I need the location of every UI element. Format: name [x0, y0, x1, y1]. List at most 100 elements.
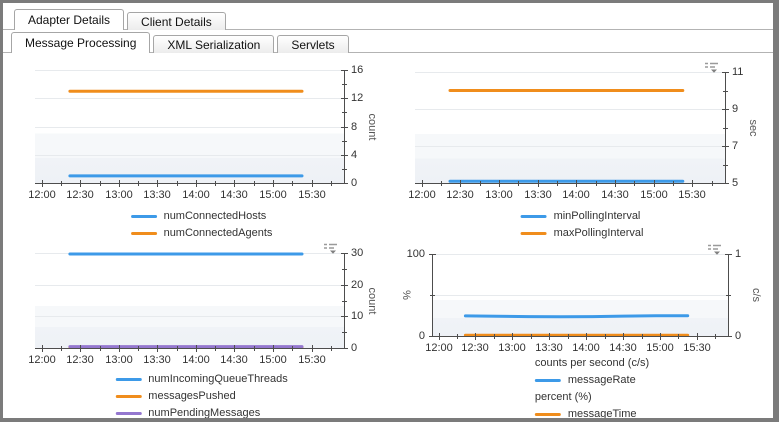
gridline: [415, 146, 725, 147]
y-axis-title: count: [366, 113, 378, 141]
gridline: [415, 109, 725, 110]
x-tick-label: 13:00: [498, 342, 526, 354]
series-messageRate: [463, 314, 690, 319]
x-tick: [312, 345, 313, 352]
y-tick-label: 8: [351, 121, 358, 133]
legend-group-label: percent (%): [535, 391, 649, 404]
x-tick-label: 12:30: [446, 189, 474, 201]
gridline: [35, 155, 344, 156]
y-tick: [429, 254, 436, 255]
x-axis-line: [35, 183, 345, 184]
x-tick: [439, 333, 440, 340]
y-tick-label: 4: [351, 149, 358, 161]
tab-label: Message Processing: [25, 36, 137, 50]
x-tick-minor: [596, 181, 597, 186]
x-tick-minor: [138, 346, 139, 351]
legend-swatch: [534, 413, 561, 416]
tab-adapter-details[interactable]: Adapter Details: [14, 9, 125, 31]
legend-item: messageTime: [534, 408, 649, 418]
legend-swatch: [520, 232, 547, 235]
gridline: [415, 72, 725, 73]
x-tick-minor: [457, 334, 458, 339]
y-tick-label: 0: [735, 330, 742, 342]
x-tick: [234, 180, 235, 187]
y-tick-minor: [342, 141, 347, 142]
x-tick-minor: [331, 346, 332, 351]
x-tick: [273, 345, 274, 352]
chart-menu-icon[interactable]: [704, 60, 719, 73]
x-tick-label: 12:30: [66, 354, 94, 366]
y-tick-label: 100: [406, 248, 425, 260]
x-tick-minor: [254, 346, 255, 351]
y-axis-title: %: [400, 290, 412, 300]
x-tick: [42, 345, 43, 352]
y-tick-label: 11: [732, 66, 744, 78]
legend-label: messagesPushed: [148, 390, 236, 402]
legend-label: numPendingMessages: [148, 407, 261, 419]
x-tick-label: 13:30: [143, 354, 171, 366]
y-tick-minor: [723, 91, 728, 92]
y-tick-minor: [342, 84, 347, 85]
legend-swatch: [115, 395, 142, 398]
x-tick: [157, 180, 158, 187]
x-tick-minor: [441, 181, 442, 186]
tab-client-details[interactable]: Client Details: [127, 12, 226, 30]
chart-menu-icon[interactable]: [707, 242, 722, 255]
x-tick-minor: [292, 346, 293, 351]
gridline: [35, 98, 344, 99]
x-tick-minor: [61, 181, 62, 186]
y-tick-label: 10: [351, 310, 364, 322]
y-tick-label: 0: [351, 177, 358, 189]
x-tick: [660, 333, 661, 340]
x-tick-label: 12:30: [66, 189, 94, 201]
y-tick-label: 20: [351, 279, 364, 291]
tab-xml-serialization[interactable]: XML Serialization: [153, 35, 275, 53]
x-tick-label: 12:00: [28, 354, 56, 366]
legend-label: messageRate: [567, 374, 636, 386]
gridline: [35, 70, 344, 71]
legend-group-text: counts per second (c/s): [534, 357, 650, 369]
y-tick-label: 0: [351, 342, 358, 354]
x-tick-label: 12:30: [461, 342, 489, 354]
legend-label: numConnectedAgents: [163, 227, 273, 239]
y-axis-title: c/s: [750, 287, 762, 303]
y-tick-minor: [342, 332, 347, 333]
chart-menu-icon[interactable]: [323, 241, 338, 254]
x-tick-label: 13:30: [535, 342, 563, 354]
x-tick: [234, 345, 235, 352]
x-tick: [312, 180, 313, 187]
x-tick-label: 15:00: [640, 189, 668, 201]
y-tick-minor: [342, 169, 347, 170]
x-tick-label: 14:00: [182, 189, 210, 201]
tab-label: Client Details: [141, 14, 212, 29]
x-tick-label: 14:30: [609, 342, 637, 354]
chart-polling-interval: 5 7 9 11 sec 12:00 12:30 13:00 13:30 14:00 14:30 15…: [408, 62, 759, 239]
x-tick-minor: [494, 334, 495, 339]
x-tick-minor: [715, 334, 716, 339]
x-tick: [499, 180, 500, 187]
y-tick: [341, 316, 348, 317]
y-tick: [725, 254, 732, 255]
x-tick: [475, 333, 476, 340]
x-tick-minor: [634, 181, 635, 186]
tab-message-processing[interactable]: Message Processing: [11, 32, 151, 54]
x-tick-label: 14:30: [220, 354, 248, 366]
y-tick-label: 7: [732, 140, 739, 152]
x-tick-minor: [331, 181, 332, 186]
x-tick-minor: [292, 181, 293, 186]
y-tick-label: 0: [418, 330, 425, 342]
legend-label: numConnectedHosts: [163, 210, 267, 222]
x-tick-minor: [568, 334, 569, 339]
tab-servlets[interactable]: Servlets: [277, 35, 349, 53]
x-tick: [538, 180, 539, 187]
x-tick-label: 14:30: [220, 189, 248, 201]
gridline: [35, 127, 344, 128]
y-tick: [722, 146, 729, 147]
x-tick: [697, 333, 698, 340]
gridline: [35, 316, 344, 317]
legend-label: numIncomingQueueThreads: [148, 373, 288, 385]
gridline: [35, 285, 344, 286]
tab-label: Servlets: [291, 37, 335, 52]
y-tick: [722, 109, 729, 110]
